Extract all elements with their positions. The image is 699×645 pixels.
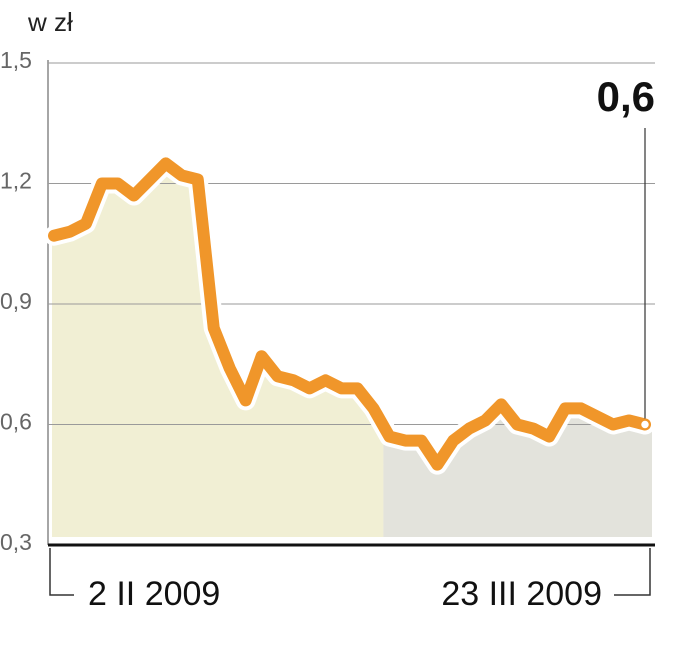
end-marker [639, 419, 651, 430]
annotation: 0,6 [597, 73, 655, 120]
y-tick-label: 0,3 [0, 529, 32, 555]
x-tick-label: 2 II 2009 [88, 575, 220, 613]
bracket [614, 548, 651, 596]
y-axis-label: w zł [27, 7, 73, 37]
x-tick-label: 23 III 2009 [441, 575, 602, 613]
shaded-area [383, 404, 652, 537]
y-tick-label: 0,6 [0, 409, 32, 435]
line [48, 157, 651, 471]
y-tick-label: 1,5 [0, 47, 32, 73]
bracket [49, 548, 74, 596]
y-tick-label: 0,9 [0, 288, 32, 314]
y-tick-label: 1,2 [0, 168, 32, 194]
